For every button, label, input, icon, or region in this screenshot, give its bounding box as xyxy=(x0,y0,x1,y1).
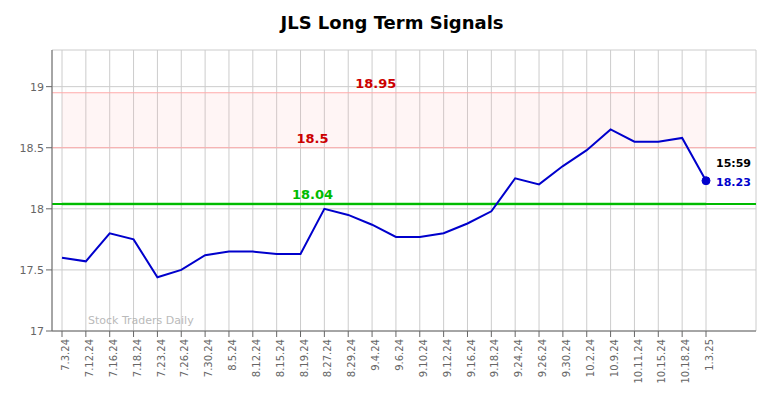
svg-text:8.5.24: 8.5.24 xyxy=(227,339,238,371)
svg-text:8.15.24: 8.15.24 xyxy=(275,339,286,377)
svg-text:9.30.24: 9.30.24 xyxy=(561,339,572,377)
svg-text:9.16.24: 9.16.24 xyxy=(466,339,477,377)
svg-text:8.12.24: 8.12.24 xyxy=(251,339,262,377)
svg-text:15:59: 15:59 xyxy=(716,157,751,170)
html-text:Stock Traders Daily: Stock Traders Daily xyxy=(88,314,194,327)
html-text:JLS Long Term Signals: JLS Long Term Signals xyxy=(280,12,504,33)
svg-text:17: 17 xyxy=(30,325,44,338)
svg-text:9.4.24: 9.4.24 xyxy=(370,339,381,371)
svg-text:9.6.24: 9.6.24 xyxy=(394,339,405,371)
svg-text:18.04: 18.04 xyxy=(292,187,333,202)
svg-text:7.18.24: 7.18.24 xyxy=(132,339,143,377)
svg-text:9.12.24: 9.12.24 xyxy=(442,339,453,377)
svg-text:10.2.24: 10.2.24 xyxy=(585,339,596,377)
svg-text:9.24.24: 9.24.24 xyxy=(513,339,524,377)
svg-text:19: 19 xyxy=(30,81,44,94)
svg-text:10.9.24: 10.9.24 xyxy=(609,339,620,377)
svg-text:10.15.24: 10.15.24 xyxy=(656,339,667,384)
svg-text:7.30.24: 7.30.24 xyxy=(203,339,214,377)
svg-text:9.18.24: 9.18.24 xyxy=(489,339,500,377)
svg-text:10.18.24: 10.18.24 xyxy=(680,339,691,384)
svg-text:17.5: 17.5 xyxy=(20,264,45,277)
svg-text:10.11.24: 10.11.24 xyxy=(633,339,644,384)
svg-text:7.23.24: 7.23.24 xyxy=(156,339,167,377)
svg-text:18.23: 18.23 xyxy=(716,176,751,189)
svg-text:7.3.24: 7.3.24 xyxy=(60,339,71,371)
svg-text:7.16.24: 7.16.24 xyxy=(108,339,119,377)
svg-text:8.27.24: 8.27.24 xyxy=(322,339,333,377)
svg-text:8.19.24: 8.19.24 xyxy=(299,339,310,377)
svg-text:18.5: 18.5 xyxy=(20,142,45,155)
svg-text:18.95: 18.95 xyxy=(355,76,396,91)
svg-text:9.26.24: 9.26.24 xyxy=(537,339,548,377)
svg-text:18: 18 xyxy=(30,203,44,216)
svg-text:8.29.24: 8.29.24 xyxy=(346,339,357,377)
svg-text:7.12.24: 7.12.24 xyxy=(84,339,95,377)
svg-text:18.5: 18.5 xyxy=(296,131,328,146)
svg-text:1.3.25: 1.3.25 xyxy=(704,339,715,371)
svg-text:7.26.24: 7.26.24 xyxy=(179,339,190,377)
svg-text:9.10.24: 9.10.24 xyxy=(418,339,429,377)
